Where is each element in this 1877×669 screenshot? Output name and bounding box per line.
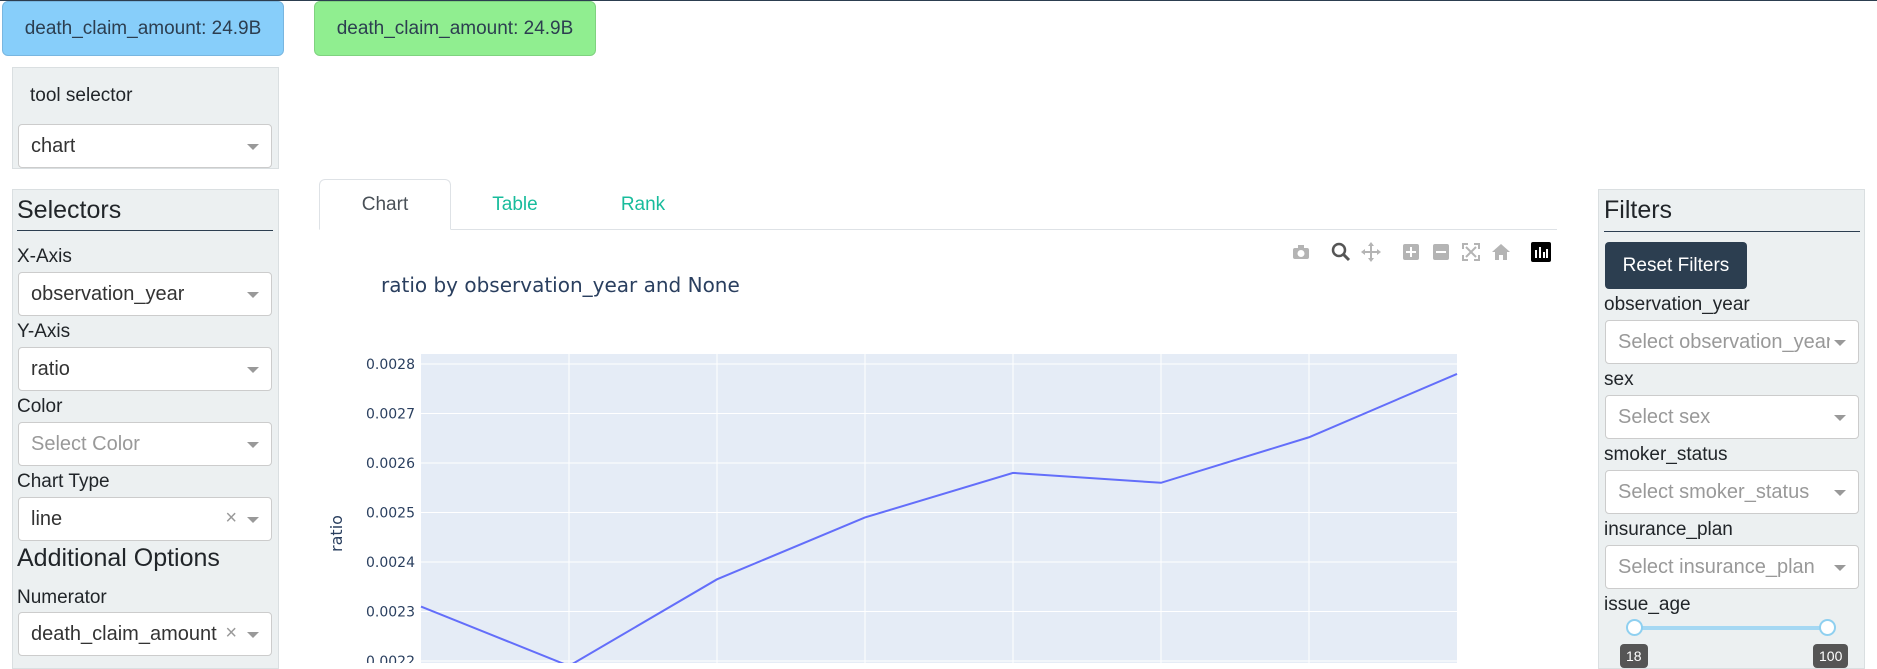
filter-observation-year-dropdown[interactable]: Select observation_year	[1605, 320, 1859, 364]
y-tick-label: 0.0025	[366, 506, 415, 522]
chevron-down-icon	[247, 632, 259, 638]
x-axis-dropdown[interactable]: observation_year	[18, 272, 272, 316]
tab-chart[interactable]: Chart	[319, 179, 451, 230]
chevron-down-icon	[1834, 565, 1846, 571]
chart-title: ratio by observation_year and None	[381, 273, 740, 297]
camera-icon[interactable]	[1290, 242, 1312, 264]
summary-card-1: death_claim_amount: 24.9B	[2, 1, 284, 56]
filter-smoker-status-placeholder: Select smoker_status	[1618, 480, 1810, 503]
y-tick-label: 0.0026	[366, 456, 415, 472]
chart-type-value: line	[31, 507, 63, 530]
selectors-divider	[17, 230, 273, 231]
filter-smoker-status-label: smoker_status	[1604, 444, 1728, 465]
tabs-divider	[319, 229, 1557, 230]
tool-selector-label: tool selector	[30, 85, 133, 106]
y-tick-label: 0.0023	[366, 605, 415, 621]
issue-age-max-handle[interactable]	[1819, 619, 1836, 636]
color-placeholder: Select Color	[31, 432, 140, 455]
filter-sex-label: sex	[1604, 369, 1634, 390]
plot-area	[421, 354, 1457, 663]
issue-age-slider-track[interactable]	[1636, 626, 1828, 630]
x-axis-label: X-Axis	[17, 246, 72, 267]
chart-type-label: Chart Type	[17, 471, 110, 492]
issue-age-min-value: 18	[1620, 644, 1648, 668]
clear-icon[interactable]: ×	[225, 507, 237, 529]
filter-insurance-plan-label: insurance_plan	[1604, 519, 1733, 540]
filter-observation-year-placeholder: Select observation_year	[1618, 330, 1830, 353]
filter-insurance-plan-dropdown[interactable]: Select insurance_plan	[1605, 545, 1859, 589]
tab-table[interactable]: Table	[492, 193, 538, 215]
y-axis-dropdown[interactable]: ratio	[18, 347, 272, 391]
filters-title: Filters	[1604, 196, 1673, 224]
tool-selector-value: chart	[31, 134, 76, 157]
filter-smoker-status-dropdown[interactable]: Select smoker_status	[1605, 470, 1859, 514]
line-chart: 0.0028 0.0027 0.0026 0.0025 0.0024 0.0023 0.00…	[366, 354, 1458, 663]
summary-card-2: death_claim_amount: 24.9B	[314, 1, 596, 56]
filter-sex-placeholder: Select sex	[1618, 405, 1711, 428]
reset-filters-button[interactable]: Reset Filters	[1605, 242, 1747, 289]
pan-icon[interactable]	[1360, 242, 1382, 264]
y-tick-label: 0.0027	[366, 407, 415, 423]
color-dropdown[interactable]: Select Color	[18, 422, 272, 466]
chevron-down-icon	[1834, 490, 1846, 496]
numerator-label: Numerator	[17, 587, 107, 608]
issue-age-max-value: 100	[1813, 644, 1849, 668]
chevron-down-icon	[1834, 415, 1846, 421]
filter-issue-age-label: issue_age	[1604, 594, 1691, 615]
autoscale-icon[interactable]	[1460, 242, 1482, 264]
tab-rank[interactable]: Rank	[620, 193, 666, 215]
chevron-down-icon	[1834, 340, 1846, 346]
chevron-down-icon	[247, 144, 259, 150]
y-tick-label: 0.0022	[366, 654, 415, 663]
clear-icon[interactable]: ×	[225, 622, 237, 644]
zoom-in-icon[interactable]	[1400, 242, 1422, 264]
reset-axes-icon[interactable]	[1490, 242, 1512, 264]
filter-sex-dropdown[interactable]: Select sex	[1605, 395, 1859, 439]
color-label: Color	[17, 396, 63, 417]
plotly-logo-icon[interactable]	[1530, 242, 1552, 264]
zoom-out-icon[interactable]	[1430, 242, 1452, 264]
additional-options-title: Additional Options	[17, 544, 220, 572]
y-axis-value: ratio	[31, 357, 70, 380]
filters-divider	[1604, 231, 1860, 232]
filter-observation-year-label: observation_year	[1604, 294, 1750, 315]
zoom-icon[interactable]	[1330, 242, 1352, 264]
y-axis-label: Y-Axis	[17, 321, 71, 342]
chevron-down-icon	[247, 517, 259, 523]
y-tick-label: 0.0028	[366, 357, 415, 373]
x-axis-value: observation_year	[31, 282, 185, 305]
tool-selector-dropdown[interactable]: chart	[18, 124, 272, 168]
chevron-down-icon	[247, 292, 259, 298]
top-border	[0, 0, 1877, 1]
chevron-down-icon	[247, 442, 259, 448]
chart-type-dropdown[interactable]: line ×	[18, 497, 272, 541]
series-line	[420, 372, 1458, 663]
issue-age-min-handle[interactable]	[1626, 619, 1643, 636]
selectors-title: Selectors	[17, 196, 122, 224]
y-tick-label: 0.0024	[366, 555, 415, 571]
chevron-down-icon	[247, 367, 259, 373]
numerator-value: death_claim_amount	[31, 622, 217, 645]
filter-insurance-plan-placeholder: Select insurance_plan	[1618, 555, 1815, 578]
numerator-dropdown[interactable]: death_claim_amount ×	[18, 612, 272, 656]
